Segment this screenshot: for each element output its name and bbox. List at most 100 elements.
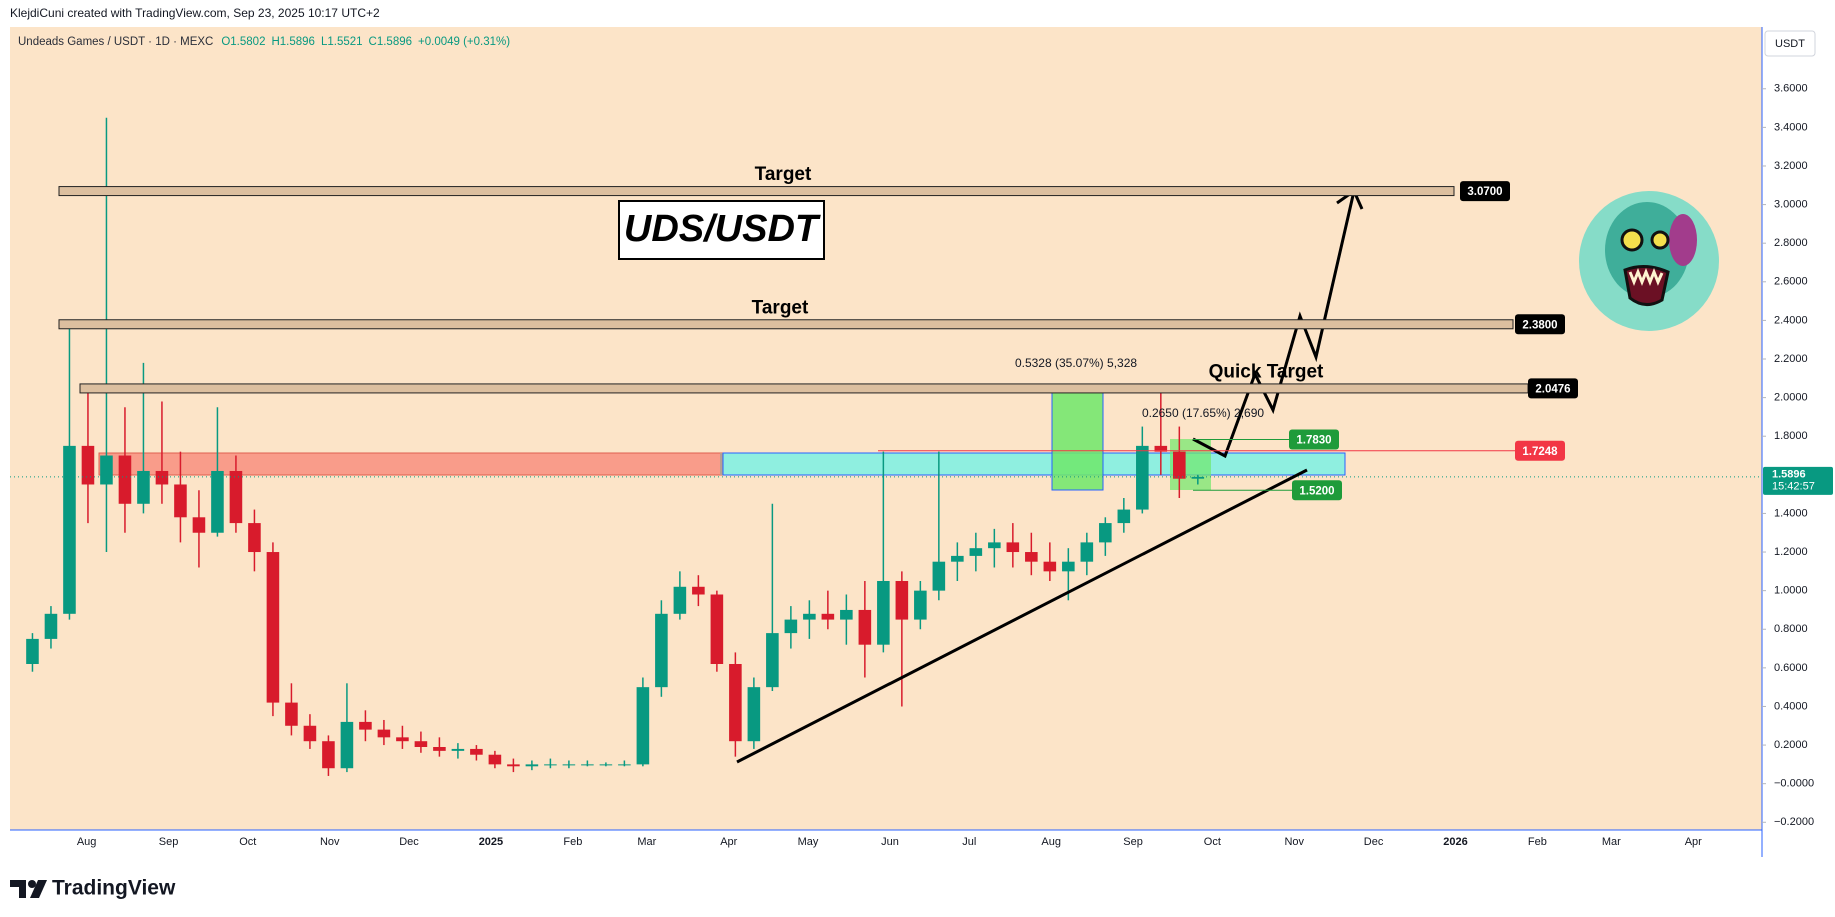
candle-body: [451, 748, 465, 751]
level-badge: [1515, 314, 1565, 335]
candle-body: [285, 702, 298, 726]
candle-body: [433, 746, 446, 751]
demand-zone: [722, 452, 1346, 476]
candle-body: [1099, 523, 1112, 543]
candle-body: [266, 552, 280, 703]
open-label: O1.5802: [221, 36, 265, 48]
level-label: 1.7248: [1522, 446, 1558, 458]
x-tick-label: Aug: [1041, 836, 1061, 848]
plot-area: [10, 27, 1762, 830]
candle-body: [174, 484, 187, 518]
candle-body: [599, 764, 613, 766]
candle-body: [1043, 561, 1057, 572]
candles: [10, 117, 1762, 776]
level-label: 3.0700: [1467, 186, 1502, 198]
attribution: KlejdiCuni created with TradingView.com,…: [10, 6, 380, 20]
x-tick-label: Feb: [563, 836, 582, 848]
x-tick-label: Oct: [1204, 836, 1221, 848]
level-badge: [1528, 378, 1578, 399]
x-tick-label: Feb: [1528, 836, 1547, 848]
legend: Undeads Games / USDT · 1D · MEXC O1.5802 H…: [18, 36, 510, 48]
x-tick-label: 2026: [1443, 836, 1467, 848]
candle-body: [396, 737, 409, 742]
candle-body: [211, 470, 224, 533]
candle-body: [562, 764, 576, 766]
level-badge: [1292, 480, 1342, 501]
x-tick-label: Nov: [1284, 836, 1304, 848]
candle-body: [840, 609, 853, 620]
logo-mark: [10, 880, 26, 898]
candle-body: [1191, 476, 1205, 479]
measurement-label: 0.5328 (35.07%) 5,328: [1015, 356, 1137, 370]
level-label: 1.7830: [1296, 435, 1331, 447]
x-tick-label: Aug: [77, 836, 97, 848]
candle-body: [340, 721, 354, 769]
y-tick-label: 2.0000: [1774, 392, 1808, 404]
candle-body: [414, 741, 428, 747]
x-axis: Aug Sep Oct Nov Dec 2025 Feb Mar Apr May Jun Jul Aug…: [77, 836, 1702, 848]
candle-body: [229, 470, 243, 524]
x-tick-label: Apr: [720, 836, 737, 848]
x-tick-label: 2025: [479, 836, 503, 848]
candle-body: [951, 555, 964, 562]
candle-body: [359, 721, 372, 730]
candle-body: [877, 580, 890, 645]
candle-body: [858, 609, 872, 645]
target-name: Quick Target: [1209, 361, 1324, 382]
avatar: [1579, 191, 1719, 331]
candle-body: [988, 542, 1001, 549]
candle-body: [81, 445, 95, 485]
candle-body: [581, 764, 594, 766]
y-tick-label: 0.8000: [1774, 623, 1808, 635]
y-tick-label: 2.6000: [1774, 276, 1808, 288]
x-tick-label: Sep: [159, 836, 179, 848]
candle-body: [507, 764, 520, 767]
y-tick-label: 0.2000: [1774, 739, 1808, 751]
target-name: Target: [755, 164, 812, 185]
candle-body: [895, 580, 909, 620]
y-tick-label: 3.4000: [1774, 121, 1808, 133]
level-badge: [1460, 181, 1510, 202]
candle-body: [803, 613, 816, 620]
candle-body: [377, 729, 391, 738]
brand-logo: TradingView: [10, 877, 176, 900]
candle-body: [470, 748, 483, 755]
candle-body: [1173, 451, 1186, 479]
avatar-brain: [1669, 214, 1697, 266]
candle-body: [914, 590, 927, 620]
candle-body: [692, 586, 705, 595]
y-tick-label: 3.2000: [1774, 160, 1808, 172]
avatar-teeth: [1628, 267, 1664, 287]
candle-body: [766, 633, 779, 688]
y-tick-label: 1.4000: [1774, 507, 1808, 519]
x-tick-label: Oct: [239, 836, 256, 848]
x-tick-label: Apr: [1685, 836, 1702, 848]
candle-body: [1062, 561, 1075, 572]
candle-body: [118, 455, 132, 504]
overlay: UDS/USDT 0.5328 (35.07%) 5,328 0.2650 (1…: [58, 164, 1719, 764]
level-label: 2.0476: [1535, 383, 1570, 395]
candle-body: [1025, 552, 1038, 562]
candle-body: [821, 613, 835, 620]
logo-dot: [28, 880, 36, 888]
y-tick-label: 1.2000: [1774, 546, 1808, 558]
target-zone: [79, 383, 1529, 394]
projection-path: [1192, 190, 1356, 459]
x-tick-label: Dec: [399, 836, 419, 848]
low-label: L1.5521: [321, 36, 363, 48]
currency-button[interactable]: [1764, 30, 1816, 57]
y-tick-label: 1.0000: [1774, 585, 1808, 597]
x-tick-label: May: [798, 836, 819, 848]
y-tick-label: 0.4000: [1774, 700, 1808, 712]
target-zone: [58, 319, 1514, 330]
candle-body: [100, 455, 113, 485]
candle-body: [544, 764, 557, 766]
target-name: Target: [752, 297, 809, 318]
symbol: Undeads Games / USDT · 1D · MEXC: [18, 36, 213, 48]
candle-body: [932, 561, 946, 591]
level-badge: [1289, 429, 1339, 450]
y-tick-label: 0.6000: [1774, 662, 1808, 674]
level-label: 2.3800: [1522, 319, 1557, 331]
high-label: H1.5896: [271, 36, 314, 48]
